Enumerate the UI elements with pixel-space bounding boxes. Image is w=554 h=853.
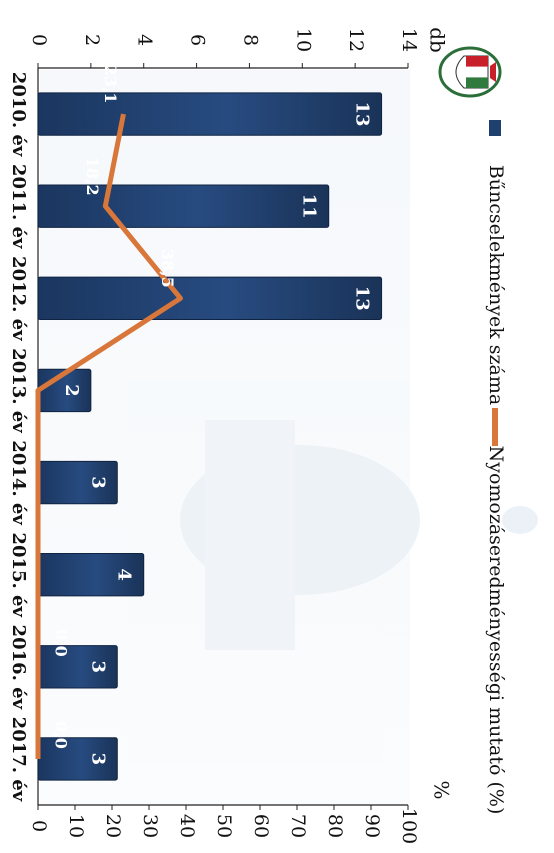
legend-label-bar: Bűncselekmények száma bbox=[485, 165, 507, 405]
line-data-label: 0,0 bbox=[52, 629, 71, 657]
line-data-label: 23,1 bbox=[101, 65, 120, 104]
bar bbox=[37, 184, 330, 228]
secondary-tick-label: 70 bbox=[287, 814, 309, 838]
secondary-tick-label: 60 bbox=[250, 814, 272, 838]
primary-tick-label: 6 bbox=[187, 34, 209, 46]
secondary-tick-label: 80 bbox=[324, 814, 346, 838]
legend-swatch-line bbox=[492, 408, 498, 446]
category-label: 2015. év bbox=[8, 532, 29, 617]
secondary-axis-title: % bbox=[430, 780, 454, 799]
primary-tick-label: 4 bbox=[134, 34, 156, 46]
secondary-tick-label: 90 bbox=[361, 814, 383, 838]
bar bbox=[37, 276, 383, 321]
primary-tick-label: 14 bbox=[398, 28, 420, 52]
category-label: 2017. év bbox=[8, 717, 29, 802]
category-label: 2011. év bbox=[8, 164, 29, 249]
category-label: 2010. év bbox=[8, 72, 29, 157]
bar-data-label: 3 bbox=[87, 476, 108, 489]
category-label: 2014. év bbox=[8, 440, 29, 525]
bar bbox=[37, 92, 383, 136]
category-label: 2016. év bbox=[8, 625, 29, 710]
line-data-label: 18,2 bbox=[83, 157, 102, 196]
bar-data-label: 4 bbox=[114, 568, 135, 581]
legend-swatch-bar bbox=[489, 120, 501, 136]
primary-tick-label: 2 bbox=[81, 34, 103, 46]
line-data-label: 38,5 bbox=[158, 249, 177, 288]
bar-data-label: 2 bbox=[61, 384, 82, 397]
legend: Bűncselekmények száma Nyomozáseredményess… bbox=[485, 120, 507, 814]
background-watermark bbox=[40, 70, 538, 805]
secondary-tick-label: 50 bbox=[213, 814, 235, 838]
secondary-tick-label: 40 bbox=[176, 814, 198, 838]
legend-label-line: Nyomozáseredményességi mutató (%) bbox=[485, 446, 507, 815]
category-label: 2013. év bbox=[8, 348, 29, 433]
line-path bbox=[35, 113, 183, 759]
primary-tick-label: 0 bbox=[28, 34, 50, 46]
secondary-tick-label: 30 bbox=[139, 814, 161, 838]
bar-data-label: 3 bbox=[87, 753, 108, 766]
secondary-tick-label: 10 bbox=[65, 814, 87, 838]
bar-data-label: 13 bbox=[352, 102, 373, 127]
bar-data-label: 11 bbox=[299, 194, 320, 219]
primary-tick-label: 10 bbox=[292, 28, 314, 52]
primary-axis-title: db bbox=[426, 27, 450, 53]
secondary-tick-label: 20 bbox=[102, 814, 124, 838]
secondary-tick-label: 0 bbox=[28, 820, 50, 832]
category-label: 2012. év bbox=[8, 256, 29, 341]
bar-data-label: 13 bbox=[352, 286, 373, 311]
line-series: 23,1 18,2 38,5 0,0 0,0 bbox=[35, 65, 183, 760]
line-data-label: 0,0 bbox=[52, 721, 71, 749]
tick-labels: 0 2 4 6 8 10 12 14 db 0 10 20 30 40 50 60 70 80 90 100% 2010… bbox=[8, 27, 454, 844]
crest-logo bbox=[438, 46, 502, 98]
secondary-tick-label: 100 bbox=[398, 808, 420, 844]
bar-data-label: 3 bbox=[87, 661, 108, 674]
primary-tick-label: 12 bbox=[345, 28, 367, 52]
primary-tick-label: 8 bbox=[239, 34, 261, 46]
